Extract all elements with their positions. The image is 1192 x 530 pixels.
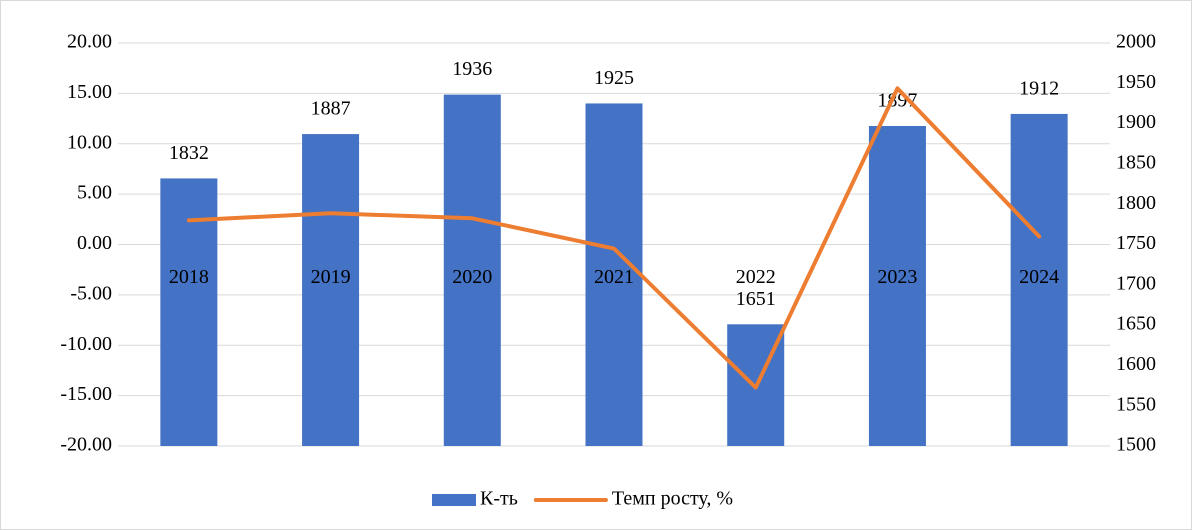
x-tick-label: 2021 — [594, 266, 634, 288]
bar — [302, 134, 360, 446]
y2-tick-label: 1950 — [1116, 71, 1156, 93]
y-tick-label: -20.00 — [60, 434, 112, 456]
x-tick-label: 2019 — [311, 266, 351, 288]
x-tick-label: 2023 — [877, 266, 917, 288]
x-tick-label: 2018 — [169, 266, 209, 288]
data-label: 1925 — [594, 67, 634, 89]
data-label: 1832 — [169, 142, 209, 164]
bar — [868, 126, 926, 446]
legend-label: К-ть — [480, 488, 518, 510]
x-tick-label: 2024 — [1019, 266, 1059, 288]
x-tick-label: 2020 — [452, 266, 492, 288]
y-tick-label: 0.00 — [77, 232, 112, 254]
y-tick-label: -5.00 — [70, 282, 112, 304]
bar — [160, 178, 218, 446]
data-label: 1936 — [452, 58, 492, 80]
x-tick-label: 2022 — [736, 266, 776, 288]
data-label: 1651 — [736, 288, 776, 310]
y2-tick-label: 2000 — [1116, 31, 1156, 53]
bar — [585, 103, 643, 446]
legend-swatch — [432, 494, 476, 506]
legend-label: Темп росту, % — [612, 488, 733, 510]
y2-tick-label: 1700 — [1116, 272, 1156, 294]
bar — [443, 94, 501, 447]
y-tick-label: 15.00 — [67, 81, 112, 103]
y-tick-label: 20.00 — [67, 31, 112, 53]
y2-tick-label: 1750 — [1116, 232, 1156, 254]
y-tick-label: -15.00 — [60, 383, 112, 405]
line — [186, 86, 1042, 390]
y-tick-label: 10.00 — [67, 131, 112, 153]
y2-tick-label: 1500 — [1116, 434, 1156, 456]
y2-tick-label: 1600 — [1116, 353, 1156, 375]
bar — [1010, 113, 1068, 446]
y-tick-label: -10.00 — [60, 333, 112, 355]
y-tick-label: 5.00 — [77, 182, 112, 204]
y2-tick-label: 1550 — [1116, 393, 1156, 415]
y2-tick-label: 1900 — [1116, 111, 1156, 133]
y2-tick-label: 1800 — [1116, 192, 1156, 214]
y2-tick-label: 1650 — [1116, 313, 1156, 335]
data-label: 1912 — [1019, 78, 1059, 100]
data-label: 1887 — [311, 98, 351, 120]
y2-tick-label: 1850 — [1116, 151, 1156, 173]
